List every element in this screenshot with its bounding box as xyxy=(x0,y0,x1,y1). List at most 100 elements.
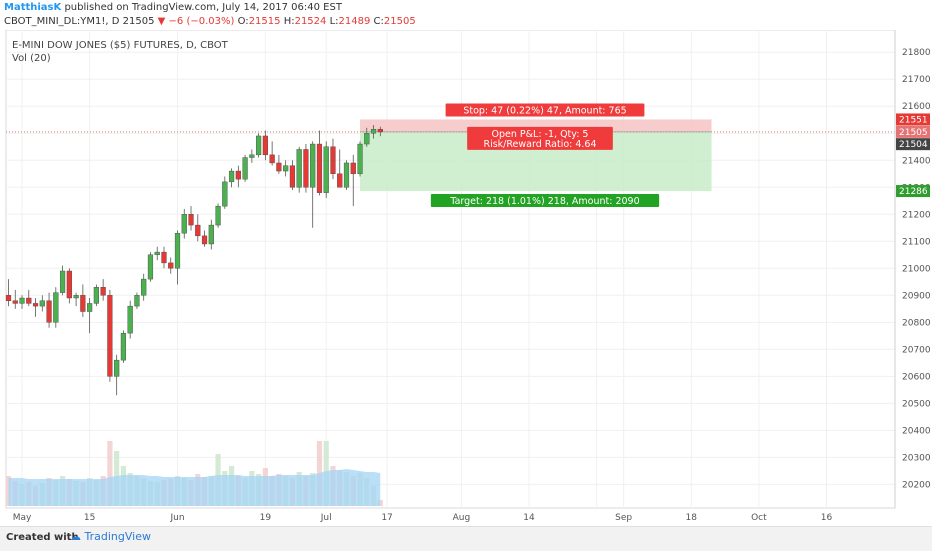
x-tick-label: 18 xyxy=(686,513,698,523)
candle-body xyxy=(215,205,221,226)
candle-body xyxy=(310,143,316,188)
y-tick-label: 21600 xyxy=(902,102,931,112)
y-tick-label: 20300 xyxy=(902,453,931,463)
x-tick-label: Oct xyxy=(751,513,767,523)
candle-body xyxy=(39,300,45,307)
candle-body xyxy=(5,295,12,301)
chart-title: E-MINI DOW JONES ($5) FUTURES, D, CBOT xyxy=(12,40,229,51)
y-tick-label: 20600 xyxy=(902,372,931,382)
candle-body xyxy=(127,305,133,334)
y-tick-label: 20200 xyxy=(902,480,931,490)
candle-body xyxy=(87,303,93,312)
target-label-bg xyxy=(430,194,660,208)
candle-body xyxy=(174,232,181,269)
low-value: 21489 xyxy=(338,16,371,27)
volume-bar xyxy=(377,500,383,506)
tradingview-brand: TradingView xyxy=(84,530,151,543)
y-tick-label: 20800 xyxy=(902,318,931,328)
x-tick-label: 19 xyxy=(260,513,272,523)
candle-body xyxy=(12,300,18,304)
candle-body xyxy=(370,128,377,134)
plot-frame xyxy=(5,30,896,509)
candle-body xyxy=(364,133,370,145)
x-tick-label: 16 xyxy=(821,513,833,523)
stop-label-bg xyxy=(445,103,645,117)
candle-body xyxy=(161,251,167,264)
x-tick-label: 14 xyxy=(523,513,535,523)
candle-body xyxy=(19,297,25,304)
price-badge: 21504 xyxy=(899,140,928,150)
volume-ma-area xyxy=(8,469,381,506)
candle-body xyxy=(154,251,160,255)
last-price: 21505 xyxy=(122,16,155,27)
open-pnl-label: Open P&L: -1, Qty: 5 xyxy=(492,129,589,140)
candle-body xyxy=(337,173,343,188)
candle-body xyxy=(188,214,194,226)
x-tick-label: Jul xyxy=(320,513,332,523)
candle-body xyxy=(201,235,208,245)
high-label: H: xyxy=(283,16,295,27)
open-value: 21515 xyxy=(248,16,281,27)
candle-body xyxy=(147,254,154,280)
footer-bar: Created with ☁ TradingView xyxy=(0,526,932,551)
symbol-name: CBOT_MINI_DL:YM1!, D xyxy=(4,16,120,27)
x-tick-label: Jun xyxy=(169,513,184,523)
candle-body xyxy=(377,128,383,133)
candle-body xyxy=(59,270,66,293)
y-tick-label: 20900 xyxy=(902,291,931,301)
price-change: −6 (−0.03%) xyxy=(168,16,235,27)
candle-body xyxy=(235,170,241,180)
stop-zone xyxy=(360,119,712,132)
y-tick-label: 20700 xyxy=(902,345,931,355)
candle-body xyxy=(330,146,336,174)
publish-info: published on TradingView.com, July 14, 2… xyxy=(64,2,342,13)
author-link[interactable]: MatthiasK xyxy=(4,2,62,13)
candle-body xyxy=(134,295,140,307)
chart-header: MatthiasK published on TradingView.com, … xyxy=(0,0,932,30)
axes: 20200 20300 20400 20500 20600 20700 20800 20900… xyxy=(13,30,931,523)
candles xyxy=(5,125,383,396)
price-badge: 21505 xyxy=(899,128,928,138)
publish-line: MatthiasK published on TradingView.com, … xyxy=(4,2,342,13)
candle-body xyxy=(303,149,309,188)
candle-body xyxy=(120,332,127,361)
stop-label: Stop: 47 (0.22%) 47, Amount: 765 xyxy=(463,105,626,116)
high-value: 21524 xyxy=(294,16,327,27)
price-chart[interactable]: Stop: 47 (0.22%) 47, Amount: 765 Open P&L… xyxy=(0,30,932,526)
symbol-line: CBOT_MINI_DL:YM1!, D 21505 ▼ −6 (−0.03%)… xyxy=(4,16,416,27)
candle-body xyxy=(269,154,275,164)
y-tick-label: 20500 xyxy=(902,399,931,409)
volume-pane xyxy=(5,441,383,506)
candle-body xyxy=(296,149,302,188)
volume-bar xyxy=(107,441,113,506)
price-badge: 21551 xyxy=(899,115,928,125)
position-tool[interactable]: Stop: 47 (0.22%) 47, Amount: 765 Open P&L… xyxy=(6,103,895,208)
candle-body xyxy=(46,300,52,323)
candle-body xyxy=(249,154,255,158)
created-with-text: Created with xyxy=(6,532,79,543)
candle-body xyxy=(323,146,329,193)
tradingview-logo[interactable]: ☁ TradingView xyxy=(70,530,151,543)
y-tick-label: 20400 xyxy=(902,426,931,436)
close-label: C: xyxy=(373,16,384,27)
candle-body xyxy=(195,224,201,237)
grid xyxy=(5,30,896,509)
candle-body xyxy=(114,359,120,377)
candle-body xyxy=(66,270,72,299)
volume-indicator-label[interactable]: Vol (20) xyxy=(12,53,51,64)
candle-body xyxy=(107,295,113,377)
price-badge-bg xyxy=(896,125,930,138)
close-value: 21505 xyxy=(383,16,416,27)
candle-body xyxy=(316,143,323,193)
price-badge: 21286 xyxy=(899,187,928,197)
price-badge-bg xyxy=(896,138,930,151)
y-tick-label: 21200 xyxy=(902,210,931,220)
target-label: Target: 218 (1.01%) 218, Amount: 2090 xyxy=(449,196,639,207)
candle-body xyxy=(283,165,289,172)
cloud-icon: ☁ xyxy=(70,530,81,543)
open-label: O: xyxy=(237,16,249,27)
candle-body xyxy=(256,135,262,156)
price-badge-bg xyxy=(896,185,930,198)
candle-body xyxy=(53,292,59,323)
x-tick-label: 17 xyxy=(381,513,392,523)
